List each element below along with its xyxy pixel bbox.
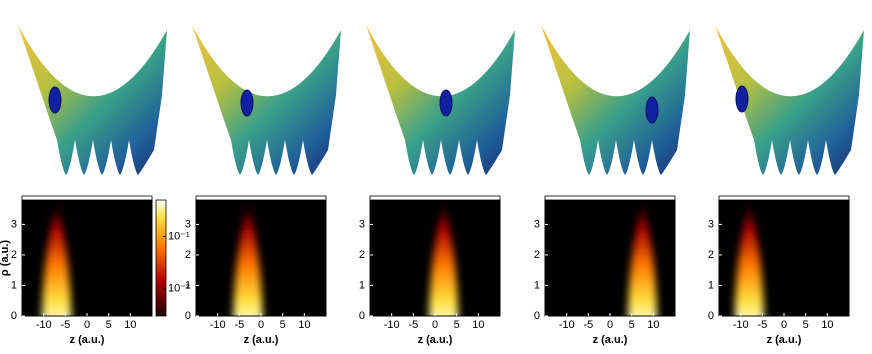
density-plume bbox=[233, 205, 263, 316]
x-tick-label: -5 bbox=[60, 319, 70, 331]
x-tick-label: 0 bbox=[84, 319, 90, 331]
surface-plot bbox=[192, 25, 341, 175]
surface-plot bbox=[715, 25, 864, 175]
top-band bbox=[718, 195, 850, 201]
y-tick-label: 1 bbox=[185, 279, 191, 291]
y-tick-label: 3 bbox=[185, 218, 191, 230]
x-tick-label: 5 bbox=[454, 319, 460, 331]
x-tick-label: 10 bbox=[472, 319, 484, 331]
density-plume bbox=[429, 205, 459, 316]
x-axis-label: z (a.u.) bbox=[244, 334, 279, 346]
potential-surface bbox=[192, 25, 341, 175]
top-band bbox=[544, 195, 676, 201]
y-tick-label: 0 bbox=[185, 310, 191, 322]
y-tick-label: 2 bbox=[185, 249, 191, 261]
potential-surface bbox=[541, 25, 690, 175]
y-tick-label: 0 bbox=[359, 310, 365, 322]
wavepacket-ball bbox=[735, 85, 749, 113]
heatmap bbox=[627, 205, 658, 316]
x-tick-label: 10 bbox=[298, 319, 310, 331]
x-axis-label: z (a.u.) bbox=[767, 334, 802, 346]
y-tick-label: 2 bbox=[708, 249, 714, 261]
y-tick-label: 2 bbox=[534, 249, 540, 261]
y-tick-label: 3 bbox=[359, 218, 365, 230]
y-tick-label: 1 bbox=[11, 279, 17, 291]
x-tick-label: -5 bbox=[234, 319, 244, 331]
x-axis-label: z (a.u.) bbox=[593, 334, 628, 346]
heatmap bbox=[429, 205, 459, 316]
y-tick-label: 0 bbox=[534, 310, 540, 322]
x-tick-label: 10 bbox=[124, 319, 136, 331]
colorbar bbox=[155, 199, 167, 317]
x-tick-label: -10 bbox=[210, 319, 226, 331]
wavepacket-ball bbox=[439, 89, 453, 117]
y-tick-label: 2 bbox=[11, 249, 17, 261]
x-tick-label: 0 bbox=[607, 319, 613, 331]
y-axis-label: ρ (a.u.) bbox=[0, 240, 11, 276]
wavepacket-ball bbox=[240, 89, 254, 117]
x-tick-label: 0 bbox=[432, 319, 438, 331]
x-axis-label: z (a.u.) bbox=[70, 334, 105, 346]
y-tick-label: 3 bbox=[708, 218, 714, 230]
plot-background bbox=[22, 200, 152, 316]
x-tick-label: -5 bbox=[408, 319, 418, 331]
y-tick-label: 1 bbox=[708, 279, 714, 291]
x-tick-label: -5 bbox=[583, 319, 593, 331]
heatmap bbox=[233, 205, 263, 316]
y-tick-label: 1 bbox=[359, 279, 365, 291]
y-tick-label: 0 bbox=[708, 310, 714, 322]
x-tick-label: 0 bbox=[781, 319, 787, 331]
x-tick-label: 5 bbox=[629, 319, 635, 331]
x-tick-label: -10 bbox=[559, 319, 575, 331]
x-tick-label: 5 bbox=[280, 319, 286, 331]
x-axis-label: z (a.u.) bbox=[418, 334, 453, 346]
wavepacket-ball bbox=[645, 96, 659, 124]
density-plume bbox=[42, 205, 72, 316]
density-plume bbox=[627, 205, 658, 316]
y-tick-label: 1 bbox=[534, 279, 540, 291]
x-tick-label: 10 bbox=[647, 319, 659, 331]
surface-plot bbox=[18, 25, 167, 175]
heatmap bbox=[734, 205, 764, 316]
x-tick-label: 5 bbox=[803, 319, 809, 331]
x-tick-label: 5 bbox=[106, 319, 112, 331]
x-tick-label: 0 bbox=[258, 319, 264, 331]
colorbar-tick-label: 10⁻¹ bbox=[168, 230, 190, 242]
x-tick-label: -10 bbox=[733, 319, 749, 331]
y-tick-label: 0 bbox=[11, 310, 17, 322]
top-band bbox=[21, 195, 153, 201]
y-tick-label: 3 bbox=[11, 218, 17, 230]
wavepacket-ball bbox=[48, 86, 62, 114]
potential-surface bbox=[18, 25, 167, 175]
top-band bbox=[369, 195, 501, 201]
y-tick-label: 3 bbox=[534, 218, 540, 230]
x-tick-label: -10 bbox=[384, 319, 400, 331]
potential-surface bbox=[715, 25, 864, 175]
surface-plot bbox=[366, 25, 515, 175]
surface-plot bbox=[541, 25, 690, 175]
heatmap bbox=[42, 205, 72, 316]
colorbar-tick-label: 10⁻² bbox=[168, 283, 190, 295]
top-band bbox=[195, 195, 327, 201]
density-plume bbox=[734, 205, 764, 316]
x-tick-label: -5 bbox=[757, 319, 767, 331]
y-tick-label: 2 bbox=[359, 249, 365, 261]
x-tick-label: -10 bbox=[36, 319, 52, 331]
x-tick-label: 10 bbox=[821, 319, 833, 331]
